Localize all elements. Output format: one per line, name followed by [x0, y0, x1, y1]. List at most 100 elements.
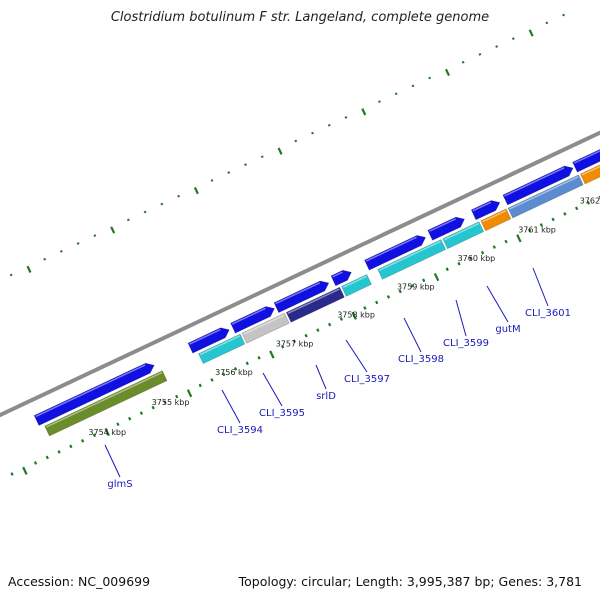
inner-tick [433, 272, 440, 282]
forward-gene-2-shine [189, 328, 221, 345]
outer-tick [311, 131, 314, 135]
gene-label-glms: glmS [107, 479, 132, 490]
kbp-tick-label: 3755 kbp [152, 398, 190, 407]
forward-gene-7-shine [429, 218, 456, 232]
outer-tick [193, 186, 199, 195]
outer-tick [294, 139, 298, 143]
inner-tick [280, 344, 285, 349]
cli3598-feature-shine [378, 240, 442, 271]
kbp-tick-label: 3760 kbp [458, 254, 496, 263]
cli3595-feature [241, 312, 290, 344]
inner-tick [551, 217, 555, 222]
cli3599-feature [442, 221, 485, 250]
inner-tick [198, 383, 202, 388]
forward-gene-8-shine [472, 201, 492, 212]
gene-label-cli-3597: CLI_3597 [344, 374, 390, 385]
page-title: Clostridium botulinum F str. Langeland, … [110, 10, 490, 25]
outer-tick [227, 171, 231, 174]
outer-tick [126, 218, 130, 222]
inner-tick [151, 405, 155, 410]
outer-tick [76, 242, 80, 245]
inner-tick-ring [10, 195, 600, 476]
inner-tick [386, 295, 391, 299]
cli3594-feature-shine [199, 335, 241, 356]
gene-label-cli-3601: CLI_3601 [525, 308, 571, 319]
gene-label-cli-3595: CLI_3595 [259, 408, 305, 419]
outer-tick [444, 68, 450, 77]
inner-tick [80, 439, 85, 443]
gene-leader-line [315, 364, 327, 390]
next-feature [580, 164, 600, 185]
forward-gene-3 [230, 306, 275, 334]
outer-tick [361, 108, 367, 116]
outer-tick [59, 249, 63, 253]
inner-tick [175, 394, 179, 399]
glmS-feature [44, 370, 168, 437]
inner-tick [292, 339, 296, 344]
inner-tick [575, 206, 579, 211]
kbp-tick-label: 3756 kbp [215, 368, 253, 377]
outer-tick [478, 53, 482, 56]
outer-tick [378, 100, 381, 104]
inner-tick [210, 378, 214, 382]
forward-gene-8 [470, 200, 501, 221]
cli3601-feature [507, 174, 584, 219]
inner-tick [375, 300, 379, 305]
cli3597-feature-shine [342, 275, 367, 289]
next-feature-shine [581, 165, 600, 176]
genome-backbone [0, 130, 600, 418]
forward-gene-5 [330, 269, 352, 287]
genome-stats-text: Topology: circular; Length: 3,995,387 bp… [238, 574, 582, 589]
inner-tick [57, 450, 61, 454]
forward-gene-1 [33, 362, 155, 426]
outer-tick [411, 84, 415, 88]
gene-leader-line [262, 372, 283, 407]
forward-gene-7 [427, 216, 465, 241]
inner-tick [116, 422, 120, 427]
outer-tick [394, 92, 398, 96]
inner-tick [163, 400, 167, 404]
inner-tick [269, 350, 275, 359]
outer-tick [277, 147, 283, 155]
cli3594-feature [198, 333, 246, 364]
inner-tick [469, 256, 473, 261]
outer-tick [26, 265, 32, 273]
forward-gene-10-shine [573, 150, 600, 164]
forward-gene-9-shine [504, 167, 565, 197]
gene-label-cli-3594: CLI_3594 [217, 425, 263, 436]
gutm-feature [480, 208, 512, 232]
outer-tick [143, 210, 147, 214]
inner-tick [363, 306, 367, 310]
kbp-tick-label: 3761 kbp [518, 226, 556, 235]
gene-leader-line [455, 299, 467, 337]
inner-tick [10, 472, 14, 476]
gutm-feature-shine [482, 210, 507, 223]
forward-gene-1-shine [35, 364, 146, 418]
inner-tick [351, 311, 357, 320]
forward-gene-10 [572, 148, 600, 173]
inner-tick [527, 228, 532, 233]
gene-leader-line [345, 339, 368, 373]
inner-tick [492, 245, 496, 249]
inner-tick [92, 433, 97, 438]
gene-label-cli-3599: CLI_3599 [443, 338, 489, 349]
accession-text: Accession: NC_009699 [8, 574, 151, 589]
inner-tick [398, 289, 402, 294]
outer-tick [177, 194, 180, 198]
inner-tick [410, 284, 414, 288]
inner-tick [504, 239, 508, 244]
forward-gene-2 [187, 327, 230, 354]
outer-tick [43, 257, 47, 261]
outer-tick [511, 37, 515, 41]
outer-tick [562, 13, 565, 17]
gene-leader-line [104, 444, 121, 478]
outer-tick [160, 202, 164, 206]
inner-tick [69, 444, 73, 449]
cli3595-feature-shine [243, 314, 285, 335]
inner-tick [422, 278, 426, 283]
outer-tick [9, 273, 13, 277]
inner-tick [304, 333, 308, 338]
cli3598-feature [377, 239, 447, 280]
glmS-feature-shine [45, 371, 163, 428]
